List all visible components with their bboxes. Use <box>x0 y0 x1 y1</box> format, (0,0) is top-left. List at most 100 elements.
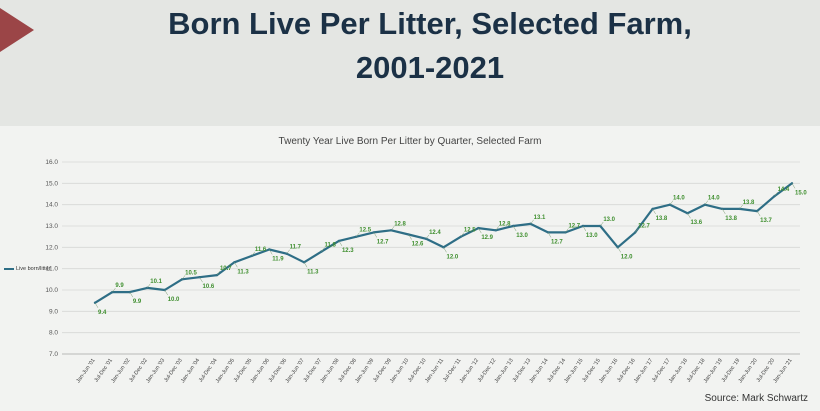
data-label: 13.8 <box>725 216 737 222</box>
data-label-leader <box>600 221 604 227</box>
y-tick-label: 10.0 <box>45 287 58 294</box>
data-label: 12.4 <box>429 230 441 236</box>
data-label-leader <box>356 232 360 237</box>
data-label: 9.9 <box>133 299 142 305</box>
y-tick-label: 12.0 <box>45 244 58 251</box>
data-label-leader <box>112 287 116 293</box>
data-label: 9.4 <box>98 310 107 316</box>
data-label: 11.9 <box>272 256 284 262</box>
data-label: 12.7 <box>638 223 650 229</box>
data-label: 12.0 <box>447 254 459 260</box>
data-label: 11.3 <box>307 269 319 275</box>
data-label-leader <box>129 292 134 298</box>
data-label: 11.6 <box>255 247 267 253</box>
data-label: 12.0 <box>621 254 633 260</box>
data-label: 13.0 <box>586 233 598 239</box>
data-point <box>407 233 410 236</box>
data-label-leader <box>199 277 203 283</box>
data-label-leader <box>234 262 238 268</box>
data-label-leader <box>460 232 465 237</box>
data-label-leader <box>512 225 517 232</box>
y-tick-label: 8.0 <box>49 330 58 337</box>
y-tick-label: 15.0 <box>45 180 58 187</box>
data-label: 10.6 <box>203 284 215 290</box>
slide-title-line2: 2001-2021 <box>355 50 505 85</box>
data-label-leader <box>547 232 552 238</box>
data-label: 14.4 <box>778 187 790 193</box>
data-label: 14.0 <box>708 196 720 202</box>
data-label-leader <box>756 210 761 217</box>
data-label-leader <box>181 275 186 280</box>
slide-title-line1: Born Live Per Litter, Selected Farm, <box>168 6 692 41</box>
data-label: 12.7 <box>568 223 580 229</box>
data-label-leader <box>373 232 378 238</box>
data-label: 12.7 <box>377 239 389 245</box>
data-label: 11.8 <box>325 243 337 249</box>
series-line-live-born <box>94 182 793 304</box>
legend-line-swatch-icon <box>4 268 14 270</box>
data-label-leader <box>565 228 569 233</box>
data-label-leader <box>251 251 256 257</box>
data-label: 12.6 <box>412 242 424 248</box>
data-label: 11.7 <box>290 245 302 251</box>
data-point <box>790 182 794 185</box>
data-label: 12.7 <box>551 239 563 245</box>
y-tick-label: 13.0 <box>45 223 58 230</box>
data-label-leader <box>582 225 587 232</box>
data-label-leader <box>321 247 325 252</box>
legend-label: Live born/litter <box>16 266 51 272</box>
y-tick-label: 9.0 <box>49 308 58 315</box>
data-label-leader <box>669 200 674 205</box>
data-label: 13.8 <box>656 216 668 222</box>
y-tick-label: 16.0 <box>45 159 58 166</box>
data-label: 12.8 <box>499 221 511 227</box>
data-label: 13.6 <box>690 220 702 226</box>
data-label-leader <box>791 183 796 189</box>
data-label-leader <box>164 289 168 296</box>
data-label-leader <box>687 213 691 219</box>
data-label-leader <box>286 249 290 254</box>
data-label: 13.7 <box>760 218 772 224</box>
y-tick-label: 7.0 <box>49 351 58 358</box>
data-label: 9.9 <box>115 283 124 289</box>
data-label-leader <box>443 247 447 253</box>
data-label-leader <box>147 283 151 289</box>
data-label-leader <box>652 208 656 215</box>
data-label-leader <box>303 262 308 268</box>
data-point <box>302 261 306 264</box>
data-label: 10.5 <box>185 270 197 276</box>
data-label-leader <box>408 234 412 240</box>
data-label-leader <box>739 204 743 210</box>
data-label-leader <box>425 234 430 239</box>
data-label: 10.0 <box>168 297 180 303</box>
data-label-leader <box>338 240 343 247</box>
data-label: 15.0 <box>795 190 807 196</box>
data-point <box>93 301 97 304</box>
data-label-leader <box>704 200 709 205</box>
data-label-leader <box>495 226 499 231</box>
data-label-leader <box>478 228 482 234</box>
y-tick-label: 14.0 <box>45 202 58 209</box>
data-label-leader <box>722 208 726 215</box>
data-label: 14.0 <box>673 196 685 202</box>
data-label: 11.3 <box>237 269 249 275</box>
data-point <box>477 226 480 230</box>
data-label: 13.0 <box>603 217 615 223</box>
data-label-leader <box>774 191 778 197</box>
data-label: 12.9 <box>481 235 493 241</box>
chart-title: Twenty Year Live Born Per Litter by Quar… <box>278 136 542 147</box>
data-label: 12.5 <box>359 228 371 234</box>
data-label-leader <box>269 249 273 255</box>
data-label: 13.1 <box>534 215 546 221</box>
data-label-leader <box>391 226 395 231</box>
data-label: 12.5 <box>464 228 476 234</box>
source-credit: Source: Mark Schwartz <box>704 393 808 404</box>
data-label: 12.8 <box>394 221 406 227</box>
line-chart: 16.015.014.013.012.011.010.09.08.07.0Jan… <box>45 159 807 384</box>
data-label: 13.8 <box>743 200 755 206</box>
previous-slide-arrow-icon[interactable] <box>0 8 34 52</box>
data-label-leader <box>617 247 621 253</box>
data-label-leader <box>216 270 221 276</box>
legend: Live born/litter <box>4 266 51 272</box>
data-label: 10.1 <box>150 279 162 285</box>
